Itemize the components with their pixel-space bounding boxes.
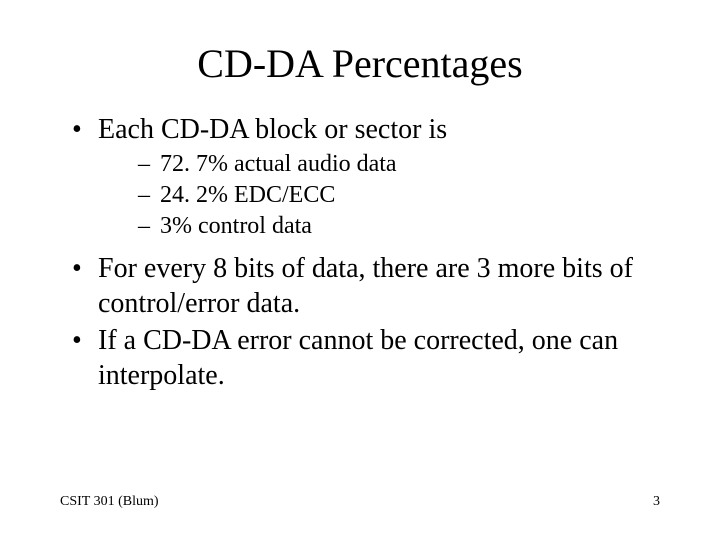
footer-left: CSIT 301 (Blum) [60,494,159,510]
sub-item: 24. 2% EDC/ECC [138,180,660,211]
bullet-item: For every 8 bits of data, there are 3 mo… [70,251,660,321]
sub-item: 72. 7% actual audio data [138,149,660,180]
bullet-text: If a CD-DA error cannot be corrected, on… [98,325,618,391]
bullet-list: Each CD-DA block or sector is 72. 7% act… [60,112,660,393]
bullet-item: Each CD-DA block or sector is 72. 7% act… [70,112,660,243]
slide-footer: CSIT 301 (Blum) 3 [60,494,660,510]
bullet-text: For every 8 bits of data, there are 3 mo… [98,253,633,319]
slide-title: CD-DA Percentages [60,40,660,87]
bullet-item: If a CD-DA error cannot be corrected, on… [70,323,660,393]
footer-right: 3 [653,494,660,510]
sub-item: 3% control data [138,211,660,242]
sub-list: 72. 7% actual audio data 24. 2% EDC/ECC … [98,149,660,243]
bullet-text: Each CD-DA block or sector is [98,114,447,145]
